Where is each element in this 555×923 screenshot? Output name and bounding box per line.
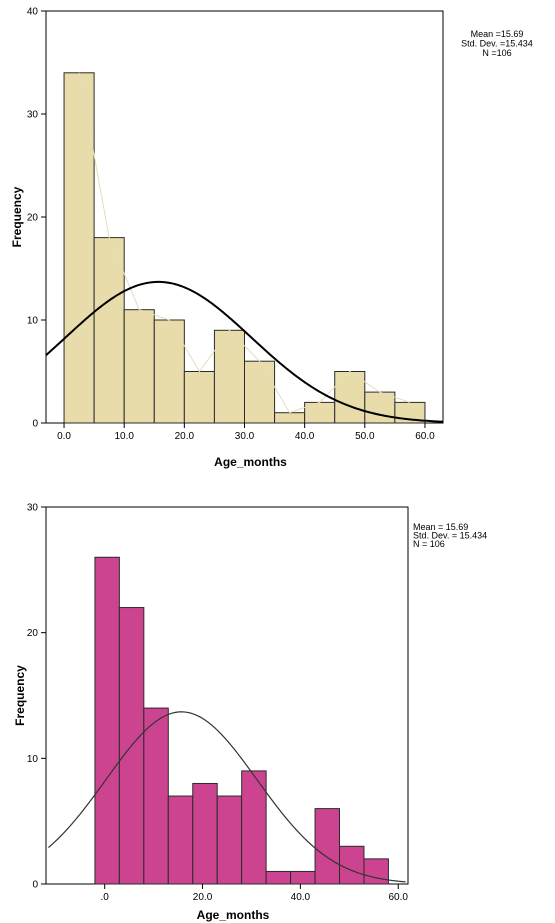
histogram-bar xyxy=(339,845,365,885)
frequency-polygon xyxy=(78,72,411,414)
histogram-bar xyxy=(241,770,267,885)
stats-line: Std. Dev. = 15.434 xyxy=(413,531,487,541)
normal-curve xyxy=(45,280,444,423)
histogram-chart-2: 0 10 20 30 .0 20.0 40.0 60.0 Frequency Age_months… xyxy=(13,503,487,923)
histogram-bar xyxy=(192,782,218,885)
histogram-bar xyxy=(167,795,194,885)
stats-line: N = 106 xyxy=(413,539,445,549)
histogram-bar xyxy=(213,329,245,424)
x-tick-label: 0.0 xyxy=(57,431,71,442)
x-tick-label: 10.0 xyxy=(114,431,134,442)
histogram-bar xyxy=(274,412,306,424)
normal-curve xyxy=(48,711,406,883)
y-axis-title: Frequency xyxy=(10,186,24,247)
histogram-bar xyxy=(265,870,292,885)
y-tick-label: 20 xyxy=(27,213,39,224)
x-tick-label: 50.0 xyxy=(355,431,375,442)
y-tick-label: 40 xyxy=(27,7,39,18)
stats-line: N =106 xyxy=(482,48,511,58)
stats-line: Mean =15.69 xyxy=(471,29,524,39)
histogram-bar xyxy=(363,858,389,885)
x-tick-label: 40.0 xyxy=(295,431,315,442)
stats-line: Mean = 15.69 xyxy=(413,522,468,532)
histogram-bar xyxy=(314,808,341,885)
x-tick-label: 60.0 xyxy=(415,431,435,442)
y-tick-label: 30 xyxy=(27,110,39,121)
histogram-bar xyxy=(290,870,316,885)
x-axis-title: Age_months xyxy=(197,908,270,922)
y-tick-label: 0 xyxy=(32,419,38,430)
y-axis-title: Frequency xyxy=(13,665,27,726)
histogram-bar xyxy=(334,371,366,424)
histogram-bar xyxy=(244,360,276,424)
histogram-bar xyxy=(93,237,125,424)
y-tick-label: 30 xyxy=(27,503,39,514)
histogram-chart-1: 0 10 20 30 40 0.0 10.0 20.0 30.0 40.0 50.0 60.0 Freq… xyxy=(10,7,533,470)
histogram-bar xyxy=(216,795,243,885)
histogram-bar xyxy=(63,72,95,424)
histogram-bar xyxy=(364,391,396,424)
x-tick-label: 30.0 xyxy=(235,431,255,442)
x-axis-title: Age_months xyxy=(214,455,287,469)
histogram-bar xyxy=(183,371,215,424)
histogram-bar xyxy=(153,319,185,424)
y-tick-label: 20 xyxy=(27,628,39,639)
stats-line: Std. Dev. =15.434 xyxy=(461,39,533,49)
x-tick-label: .0 xyxy=(101,892,110,903)
histogram-bar xyxy=(94,556,120,885)
x-tick-label: 40.0 xyxy=(291,892,311,903)
y-tick-label: 10 xyxy=(27,754,39,765)
y-tick-label: 10 xyxy=(27,316,39,327)
histogram-bar xyxy=(143,707,169,885)
x-tick-label: 20.0 xyxy=(193,892,213,903)
x-tick-label: 20.0 xyxy=(175,431,195,442)
y-tick-label: 0 xyxy=(32,880,38,891)
x-tick-label: 60.0 xyxy=(388,892,408,903)
histogram-bar xyxy=(123,309,155,424)
